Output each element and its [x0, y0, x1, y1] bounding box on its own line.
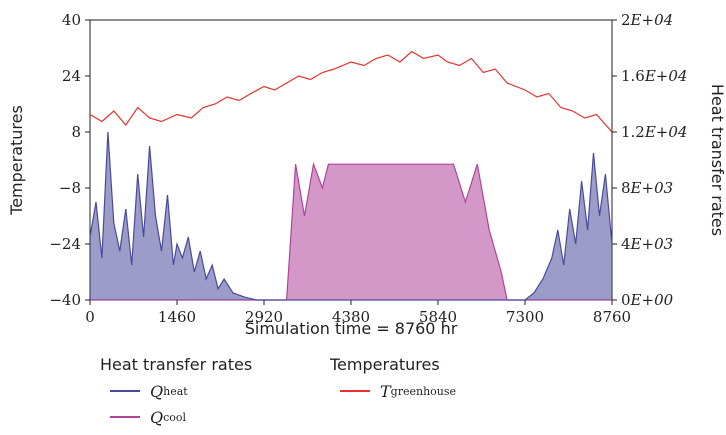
legend-symbol: Q	[150, 381, 164, 401]
y-axis-left-label: Temperatures	[7, 105, 26, 216]
y-left-tick-label: −8	[59, 179, 81, 197]
x-tick-label: 2920	[245, 308, 283, 326]
legend-swatch-q-cool	[110, 416, 140, 418]
series-area-q-heat	[90, 132, 612, 300]
y-right-tick-label: 0E+00	[621, 291, 674, 309]
x-tick-label: 4380	[332, 308, 370, 326]
y-axis-right-label: Heat transfer rates	[708, 84, 726, 236]
legend-subscript: heat	[163, 384, 188, 398]
y-right-tick-label: 8E+03	[621, 179, 673, 197]
y-left-tick-label: −24	[49, 235, 81, 253]
y-right-tick-label: 2E+04	[621, 11, 673, 29]
y-left-tick-label: 24	[62, 67, 81, 85]
y-left-tick-label: 40	[62, 11, 81, 29]
y-right-tick-label: 1.6E+04	[621, 67, 687, 85]
tick-layer: 0 1460 2920 4380 5840 7300 8760 40 24 8 −8 −24 −40 2E…	[49, 11, 687, 326]
y-left-tick-label: 8	[71, 123, 81, 141]
x-tick-label: 7300	[506, 308, 544, 326]
chart-svg: 0 1460 2920 4380 5840 7300 8760 40 24 8 −8 −24 −40 2E…	[7, 11, 726, 338]
legend-swatch-q-heat	[110, 390, 140, 392]
legend-swatch-t-greenhouse	[340, 390, 370, 392]
series-layer	[89, 50, 613, 301]
x-tick-label: 5840	[419, 308, 457, 326]
series-area-q-cool	[90, 164, 612, 300]
legend-symbol: Q	[150, 407, 164, 427]
legend-title: Heat transfer rates	[100, 355, 253, 374]
x-tick-label: 8760	[593, 308, 631, 326]
x-axis-label: Simulation time = 8760 hr	[245, 319, 458, 338]
x-tick-label: 0	[85, 308, 95, 326]
legend-title: Temperatures	[330, 355, 440, 374]
legend-subscript: greenhouse	[390, 384, 457, 398]
series-line-t-greenhouse	[89, 50, 613, 133]
y-right-tick-label: 4E+03	[621, 235, 673, 253]
legend-symbol: T	[380, 381, 391, 401]
x-tick-label: 1460	[158, 308, 196, 326]
y-left-tick-label: −40	[49, 291, 81, 309]
series-line-q-cool	[90, 161, 612, 301]
series-line-q-heat	[89, 131, 613, 301]
y-right-tick-label: 1.2E+04	[621, 123, 687, 141]
legend-subscript: cool	[163, 410, 187, 424]
